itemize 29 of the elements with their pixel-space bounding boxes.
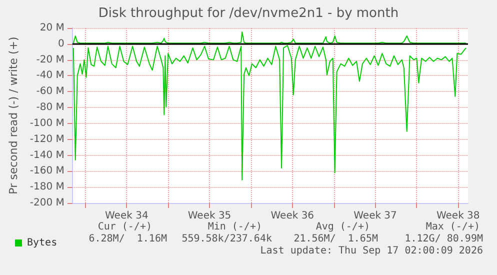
y-tick-label: -80 M [36, 102, 64, 114]
text: Avg (-/+) [316, 222, 370, 232]
x-tick-label: Week 37 [354, 210, 397, 222]
y-tick-label: -20 M [36, 54, 64, 66]
x-tick-label: Week 35 [188, 210, 232, 222]
y-tick-label: -200 M [30, 198, 64, 208]
text: 6.28M/ 1.16M [88, 234, 167, 244]
text: Last update: Thu Sep 17 02:00:09 2026 [260, 246, 483, 256]
text: Cur (-/+) [98, 222, 152, 232]
y-tick-label: -100 M [30, 118, 64, 129]
y-tick-label: 20 M [40, 22, 64, 34]
y-tick-label: -40 M [36, 70, 64, 82]
y-tick-label: -120 M [30, 134, 64, 145]
text: Min (-/+) [208, 222, 262, 232]
x-tick-label: Week 36 [270, 210, 314, 222]
text: 21.56M/ 1.65M [294, 234, 378, 244]
y-tick-label: -140 M [30, 150, 64, 161]
text: 559.58k/237.64k [182, 234, 272, 244]
y-tick-label: 0 [58, 38, 64, 50]
chart-title: Disk throughput for /dev/nvme2n1 - by month [98, 6, 399, 21]
text: 1.12G/ 80.99M [404, 234, 483, 244]
text: Max (-/+) [426, 222, 480, 232]
x-tick-label: Week 38 [436, 210, 480, 222]
legend-label: Bytes [27, 238, 58, 248]
y-tick-label: -60 M [36, 86, 64, 98]
y-tick-label: -180 M [30, 182, 64, 193]
y-tick-label: -160 M [30, 166, 64, 177]
y-axis-title: Pr second read (-) / write (+) [7, 36, 20, 194]
x-tick-label: Week 34 [105, 210, 148, 222]
